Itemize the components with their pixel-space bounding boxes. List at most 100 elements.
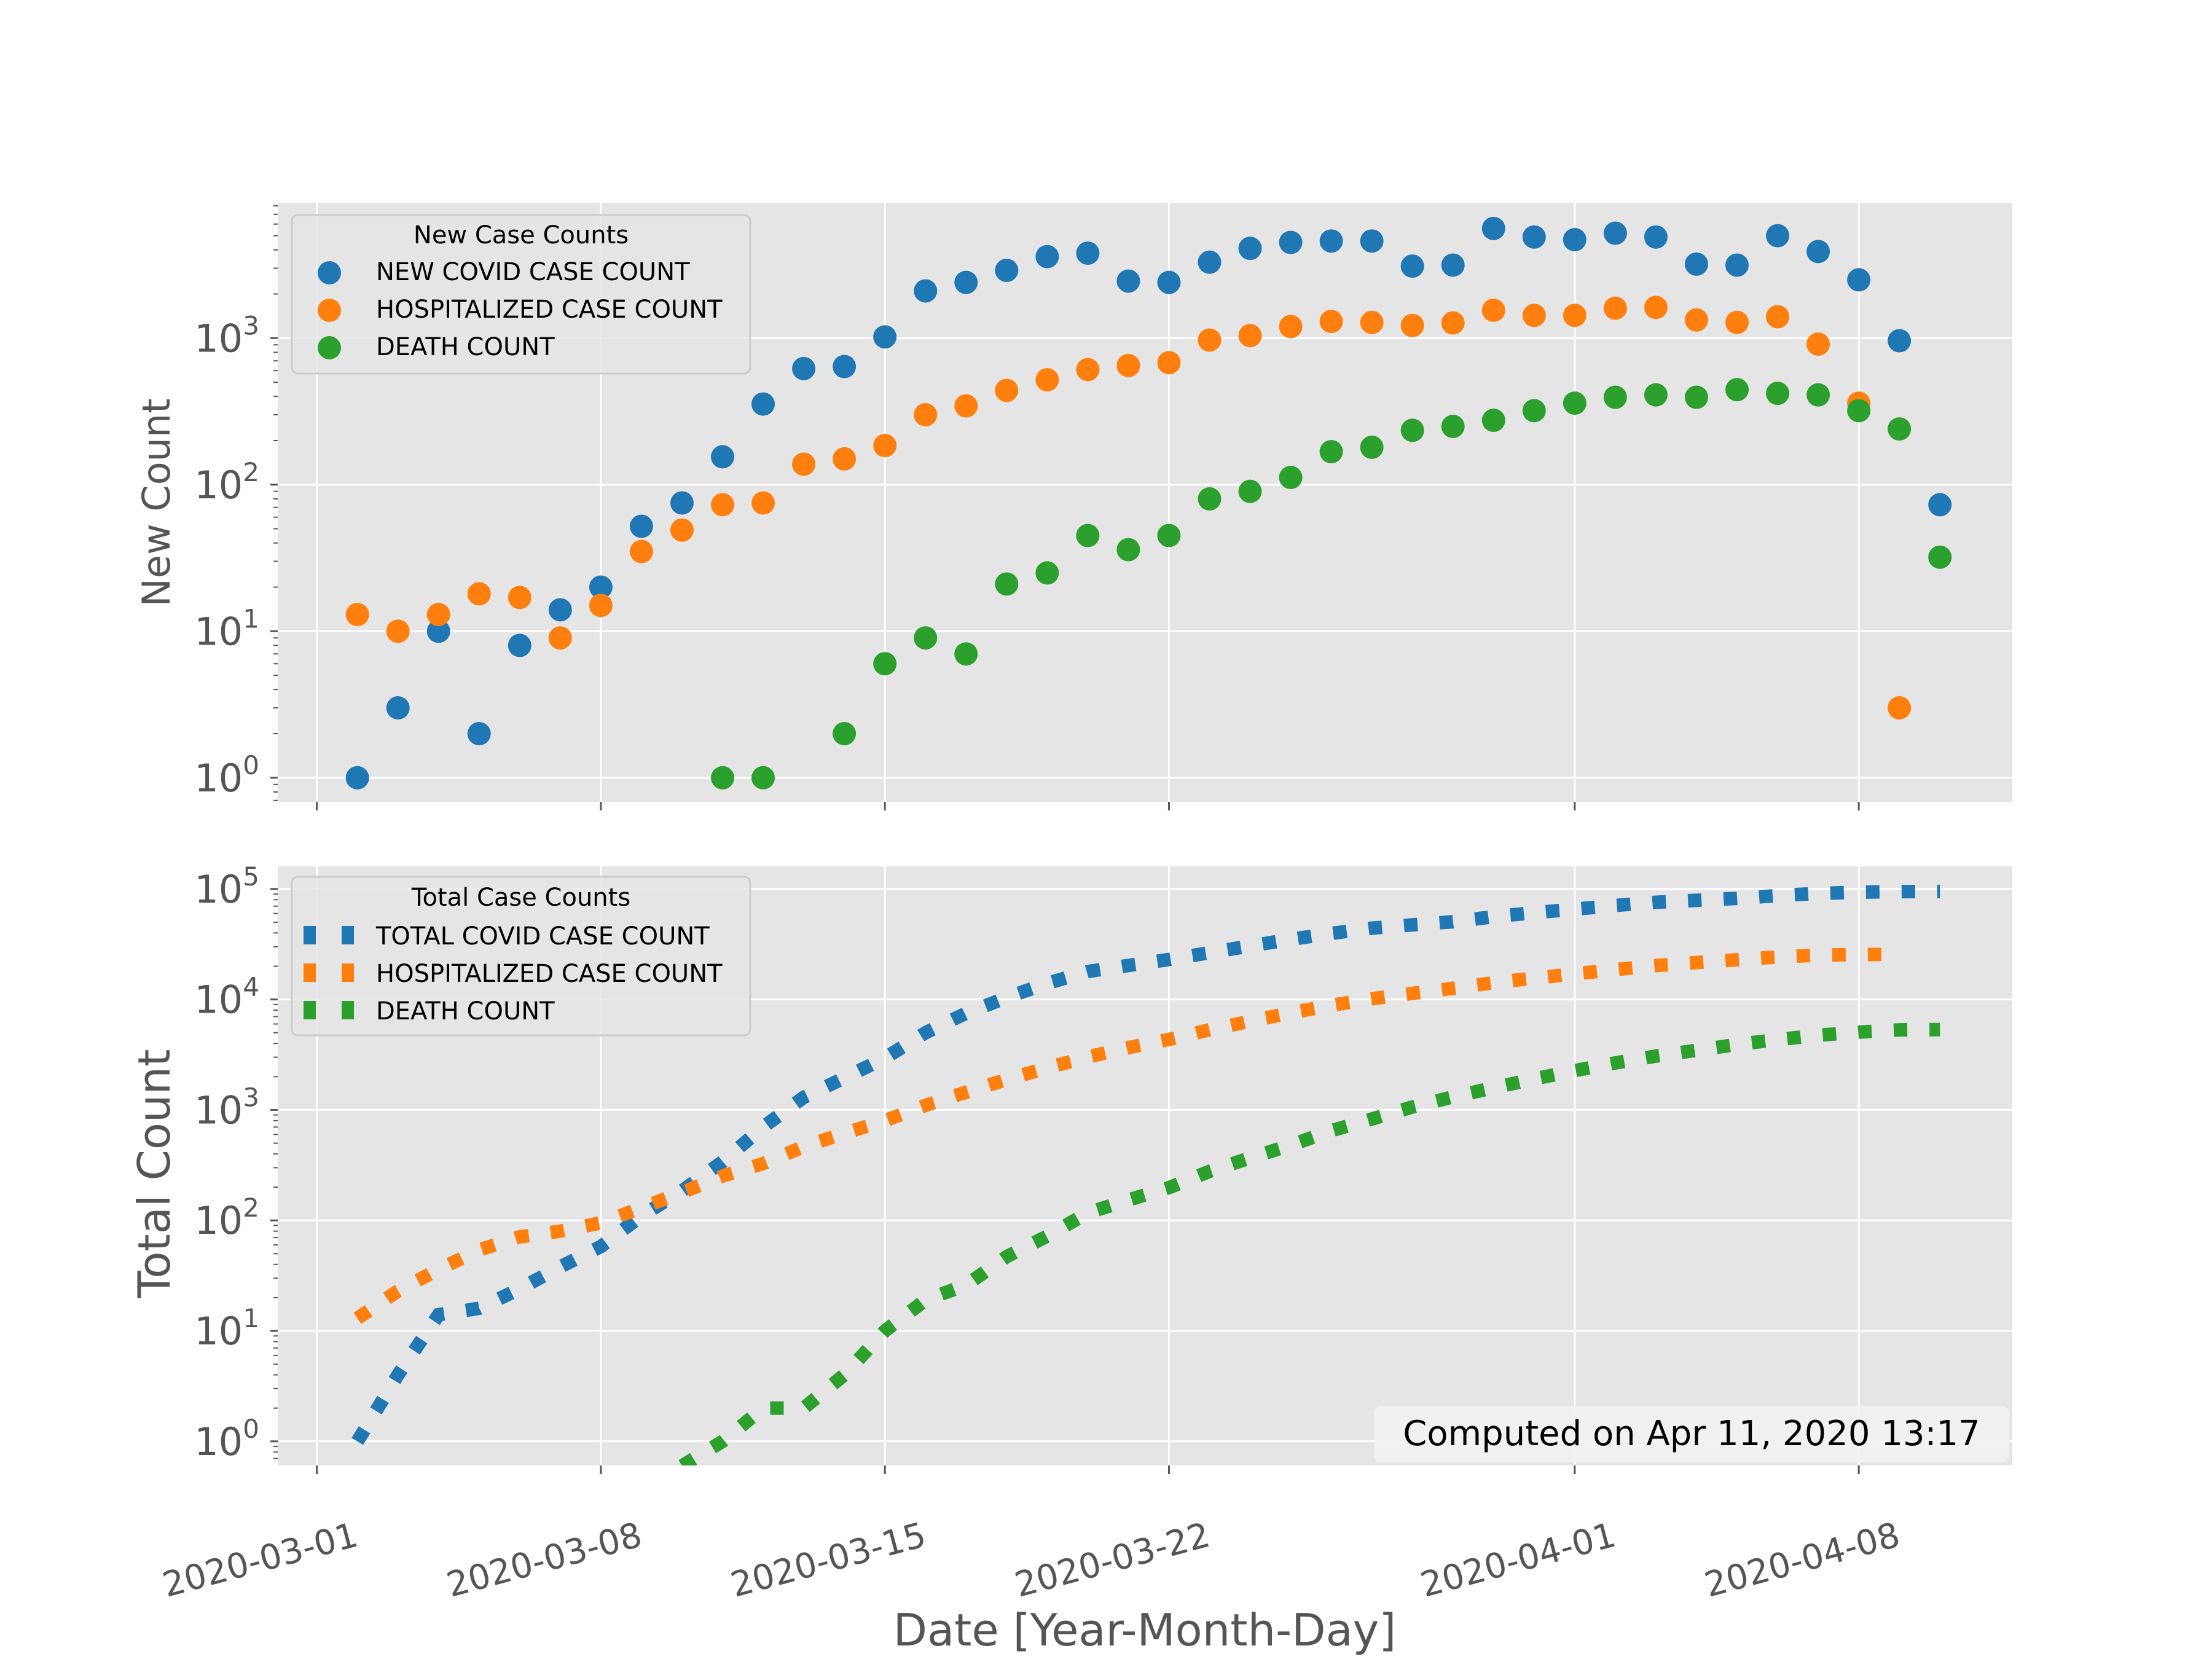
data-point <box>1116 353 1140 377</box>
data-point <box>1644 383 1668 407</box>
data-point <box>1198 328 1222 352</box>
data-point <box>1684 252 1708 276</box>
data-point <box>792 452 816 476</box>
data-point <box>508 586 531 610</box>
data-point <box>670 518 694 542</box>
legend-marker <box>342 926 354 944</box>
legend-label: TOTAL COVID CASE COUNT <box>375 922 710 951</box>
data-point <box>1279 315 1303 339</box>
data-point <box>1603 296 1627 320</box>
data-point <box>873 434 897 458</box>
data-point <box>1319 440 1343 464</box>
data-point <box>1481 409 1505 433</box>
y-axis: 100 101 102 103 <box>194 205 278 801</box>
data-point <box>1319 310 1343 334</box>
x-tick-label: 2020-03-22 <box>1011 1515 1214 1606</box>
data-point <box>1766 305 1790 329</box>
y-tick-label: 104 <box>194 972 259 1022</box>
legend-title: Total Case Counts <box>411 884 630 912</box>
x-tick-label: 2020-03-01 <box>159 1515 362 1606</box>
data-point <box>426 603 450 627</box>
data-point <box>1563 228 1586 252</box>
data-point <box>1400 313 1424 337</box>
data-point <box>792 356 816 380</box>
data-point <box>1644 296 1668 320</box>
data-point <box>1198 487 1222 511</box>
legend-box <box>291 876 751 1037</box>
annotation-text: Computed on Apr 11, 2020 13:17 <box>1403 1414 1980 1454</box>
data-point <box>1928 493 1952 517</box>
y-tick-label: 103 <box>194 1082 259 1132</box>
data-point <box>1684 308 1708 332</box>
data-point <box>1238 324 1262 348</box>
data-point <box>386 696 410 720</box>
data-point <box>589 594 613 618</box>
legend-marker <box>342 1001 354 1019</box>
data-point <box>1684 385 1708 409</box>
data-point <box>1522 225 1546 249</box>
data-point <box>1441 311 1465 335</box>
data-point <box>1888 329 1912 353</box>
data-point <box>1400 418 1424 442</box>
data-point <box>1928 545 1952 569</box>
data-point <box>1481 216 1505 240</box>
data-point <box>589 575 613 599</box>
legend-label: DEATH COUNT <box>376 333 555 361</box>
data-point <box>954 642 978 666</box>
data-point <box>1847 399 1871 423</box>
data-point <box>1157 270 1181 294</box>
data-point <box>833 447 857 471</box>
data-point <box>914 279 938 303</box>
data-point <box>833 722 857 746</box>
y-axis: 100 101 102 103 104 105 <box>194 861 278 1464</box>
data-point <box>1238 237 1262 261</box>
data-point <box>467 722 491 746</box>
new-counts-panel: 100 101 102 103 New Count New Case Counts N… <box>134 203 2012 810</box>
x-tick-label: 2020-04-01 <box>1416 1515 1620 1606</box>
legend-box <box>291 214 751 375</box>
data-point <box>1198 250 1222 274</box>
data-point <box>1157 524 1181 547</box>
data-point <box>386 619 410 643</box>
y-tick-label: 105 <box>194 861 259 912</box>
data-point <box>629 514 653 538</box>
data-point <box>1563 391 1586 415</box>
legend-marker <box>318 336 341 359</box>
data-point <box>873 652 897 676</box>
legend-label: NEW COVID CASE COUNT <box>376 258 690 286</box>
data-point <box>1603 385 1627 409</box>
data-point <box>1644 225 1668 249</box>
legend-title: New Case Counts <box>414 221 629 249</box>
data-point <box>1035 245 1059 269</box>
legend-label: HOSPITALIZED CASE COUNT <box>376 960 723 988</box>
data-point <box>1116 269 1140 293</box>
data-point <box>1035 368 1059 392</box>
data-point <box>1522 399 1546 423</box>
data-point <box>833 355 857 378</box>
data-point <box>751 392 775 416</box>
computed-on-annotation: Computed on Apr 11, 2020 13:17 <box>1374 1406 2009 1462</box>
y-tick-label: 101 <box>194 603 259 654</box>
data-point <box>1725 253 1749 277</box>
data-point <box>1279 230 1303 254</box>
annotation-box <box>1374 1406 2009 1462</box>
scatter-points <box>345 216 1952 790</box>
data-point <box>873 325 897 349</box>
y-tick-label: 103 <box>194 310 259 361</box>
data-point <box>345 603 369 627</box>
legend-marker <box>318 261 341 284</box>
data-point <box>1766 382 1790 406</box>
data-point <box>995 259 1019 283</box>
y-tick-label: 102 <box>194 457 259 508</box>
legend-label: DEATH COUNT <box>376 997 555 1026</box>
legend-marker <box>304 926 316 944</box>
data-point <box>1725 378 1749 402</box>
data-point <box>548 598 572 622</box>
data-point <box>1806 332 1830 356</box>
data-point <box>548 626 572 650</box>
data-point <box>1603 221 1627 245</box>
data-point <box>1035 561 1059 585</box>
y-tick-label: 102 <box>194 1193 259 1243</box>
y-tick-label: 101 <box>194 1303 259 1354</box>
